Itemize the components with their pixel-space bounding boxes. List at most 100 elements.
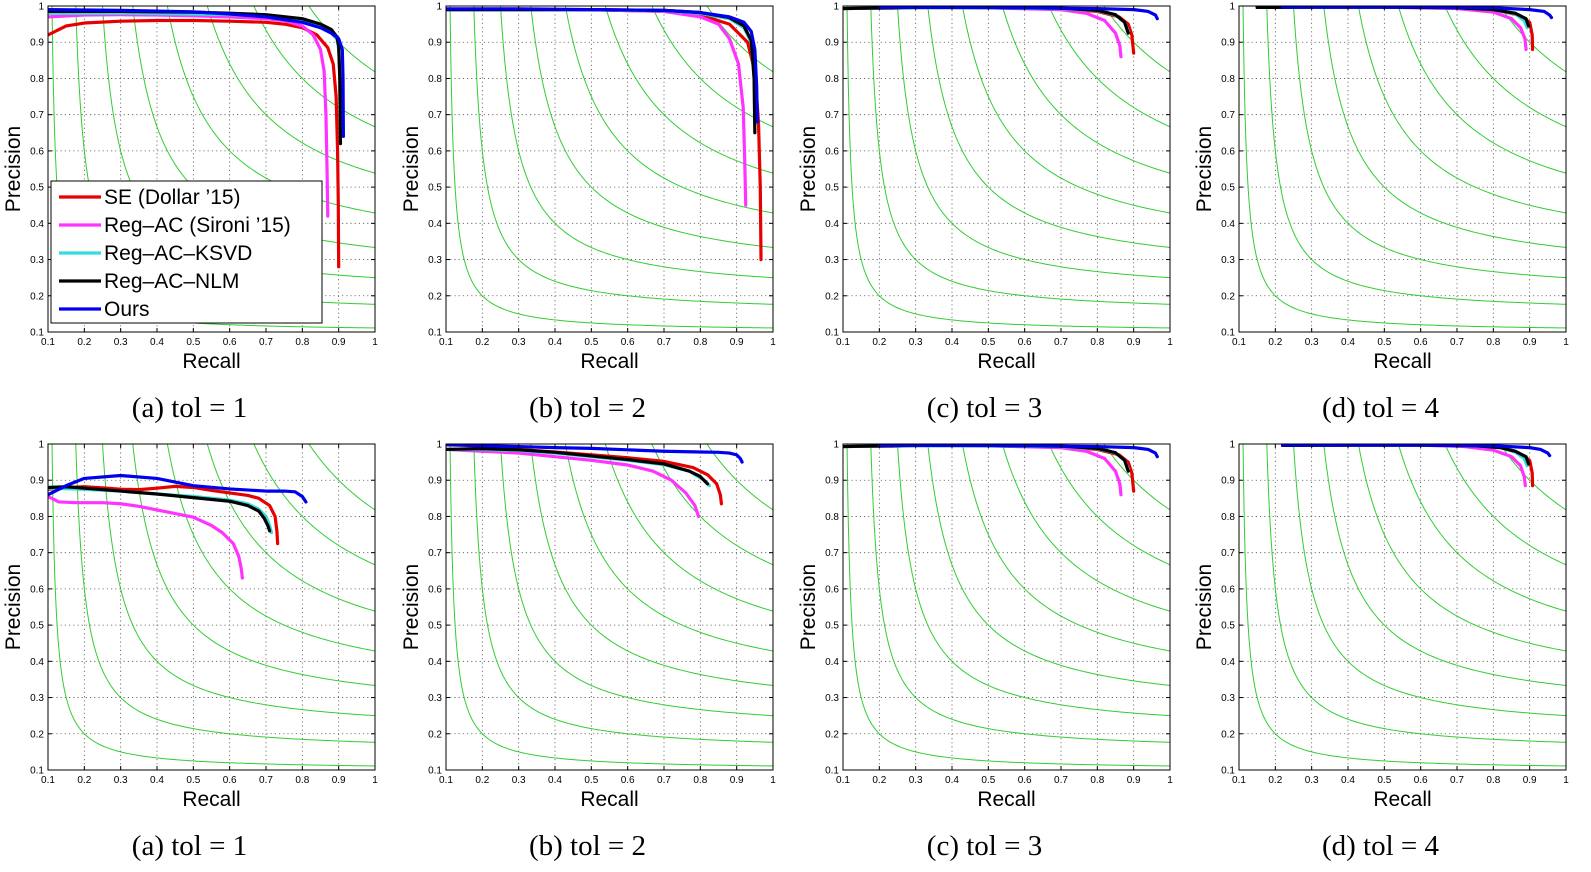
y-tick-label: 0.2 [1221,729,1235,740]
y-tick-label: 0.9 [30,38,44,49]
series-line-ours [446,7,759,124]
iso-f-curve [1357,444,1566,652]
y-tick-label: 0.5 [30,183,44,194]
plot-area [843,6,1170,332]
iso-f-curve [1444,444,1566,566]
legend: SE (Dollar ’15) Reg–AC (Sironi ’15) Reg–AC… [50,180,323,324]
x-tick-label: 0.8 [295,775,309,786]
x-tick-label: 0.3 [114,775,128,786]
x-tick-label: 0.3 [512,775,526,786]
iso-f-curve [961,444,1170,652]
y-tick-label: 0.9 [1221,476,1235,487]
iso-f-curve [604,444,773,612]
tick-marks [445,5,774,333]
x-axis-label: Recall [580,350,638,373]
iso-f-curve [1048,444,1170,566]
plot-area [843,444,1170,770]
y-tick-label: 0.8 [1221,74,1235,85]
panel-caption: (d) tol = 4 [1322,392,1440,424]
y-tick-label: 0.6 [30,146,44,157]
iso-f-curve [1397,6,1566,174]
y-axis-label: Precision [797,564,820,650]
y-tick-label: 0.1 [428,328,442,339]
x-tick-label: 0.2 [1268,775,1282,786]
iso-f-curve [473,6,773,305]
iso-f-curve [51,444,375,767]
x-tick-label: 1 [372,775,378,786]
x-tick-label: 0.5 [981,337,995,348]
plot-frame [842,443,1171,771]
x-tick-label: 0.2 [475,775,489,786]
x-axis-label: Recall [182,350,240,373]
x-tick-label: 0.9 [332,775,346,786]
iso-f-curve [75,444,375,743]
y-tick-label: 0.6 [428,584,442,595]
iso-f-curve [500,444,773,717]
iso-f-curve [897,444,1170,717]
iso-f-curve [1048,6,1170,128]
x-tick-label: 0.2 [77,337,91,348]
series-group [48,8,345,269]
y-tick-label: 0.4 [1221,219,1235,230]
x-tick-label: 0.9 [1523,775,1537,786]
x-axis-label: Recall [977,350,1035,373]
y-tick-label: 1 [436,2,442,13]
y-tick-label: 0.1 [1221,766,1235,777]
y-tick-label: 0.5 [825,183,839,194]
x-tick-label: 0.3 [1305,337,1319,348]
y-tick-label: 0.9 [1221,38,1235,49]
x-tick-label: 0.1 [41,337,55,348]
x-tick-label: 0.6 [1414,775,1428,786]
x-tick-label: 0.4 [548,337,562,348]
iso-f-curve [897,6,1170,279]
iso-f-curve [1293,444,1566,717]
y-tick-label: 0.1 [30,766,44,777]
series-line-se-dollar-15 [48,484,280,546]
y-tick-label: 0.9 [30,476,44,487]
y-tick-label: 0.6 [30,584,44,595]
x-tick-label: 0.2 [475,337,489,348]
x-tick-label: 0.9 [1523,337,1537,348]
iso-f-curve [1266,444,1566,743]
y-tick-label: 0.6 [428,146,442,157]
x-tick-label: 0.6 [1414,337,1428,348]
iso-f-curve [206,6,375,174]
y-tick-label: 0.2 [30,729,44,740]
tick-marks [842,443,1171,771]
plot-frame [47,5,376,333]
y-tick-label: 0.4 [428,657,442,668]
x-tick-label: 0.2 [872,775,886,786]
iso-f-curves [1239,444,1566,770]
x-tick-label: 0.8 [295,337,309,348]
x-tick-label: 0.9 [332,337,346,348]
panel-caption: (c) tol = 3 [927,830,1042,862]
y-tick-label: 0.3 [30,693,44,704]
x-tick-label: 0.2 [77,775,91,786]
plot-frame [842,5,1171,333]
tick-marks [1238,443,1567,771]
x-axis-label: Recall [1373,350,1431,373]
y-tick-label: 0.8 [30,74,44,85]
plot-area [1239,444,1566,770]
x-tick-label: 0.1 [1232,775,1246,786]
x-tick-label: 0.8 [1486,337,1500,348]
series-group [1280,444,1552,488]
y-tick-label: 1 [833,2,839,13]
iso-f-curve [1357,6,1566,214]
series-line-ours [1280,444,1552,458]
x-tick-label: 0.5 [186,775,200,786]
x-axis-label: Recall [977,788,1035,811]
x-tick-label: 0.6 [1018,337,1032,348]
x-tick-label: 0.2 [872,337,886,348]
y-axis-label: Precision [400,126,423,212]
x-tick-label: 0.5 [1377,337,1391,348]
plot-frame [47,443,376,771]
y-axis-label: Precision [797,126,820,212]
series-line-ours [877,444,1159,459]
iso-f-curve [564,444,773,652]
chart-panel-6: 0.1 0.2 0.3 0.4 0.5 0.6 0.7 0.8 0.9 1 0.1 0.2 0.3 0.4… [400,440,776,863]
plot-frame [1238,5,1567,333]
tick-marks [47,443,376,771]
iso-f-curve [308,444,375,511]
x-axis-label: Recall [580,788,638,811]
